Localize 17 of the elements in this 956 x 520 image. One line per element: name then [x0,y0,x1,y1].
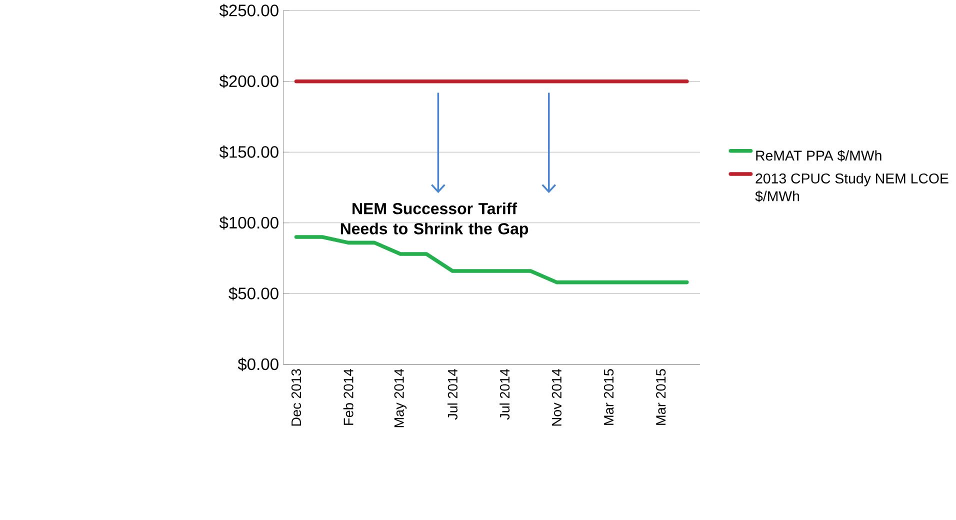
x-tick-label: Feb 2014 [343,368,354,425]
x-tick-label: Jul 2014 [500,368,510,420]
annotation: NEM Successor Tariff Needs to Shrink the Gap [340,202,528,238]
legend-label: 2013 CPUC Study NEM LCOE $/MWh [755,172,948,202]
x-tick-label: May 2014 [394,368,407,427]
y-tick-label: $200.00 [219,74,278,88]
y-tick-label: $150.00 [219,145,278,159]
x-tick-label: Jul 2014 [448,368,458,420]
y-tick-label: $100.00 [219,216,278,230]
x-tick-label: Mar 2015 [656,368,666,425]
legend-label: ReMAT PPA $/MWh [756,150,882,162]
x-tick-label: Dec 2013 [291,368,302,426]
y-tick-label: $250.00 [219,4,278,18]
y-tick-label: $0.00 [238,357,278,371]
x-tick-label: Nov 2014 [552,368,562,426]
y-tick-label: $50.00 [228,286,278,300]
x-tick-label: Mar 2015 [604,368,614,425]
